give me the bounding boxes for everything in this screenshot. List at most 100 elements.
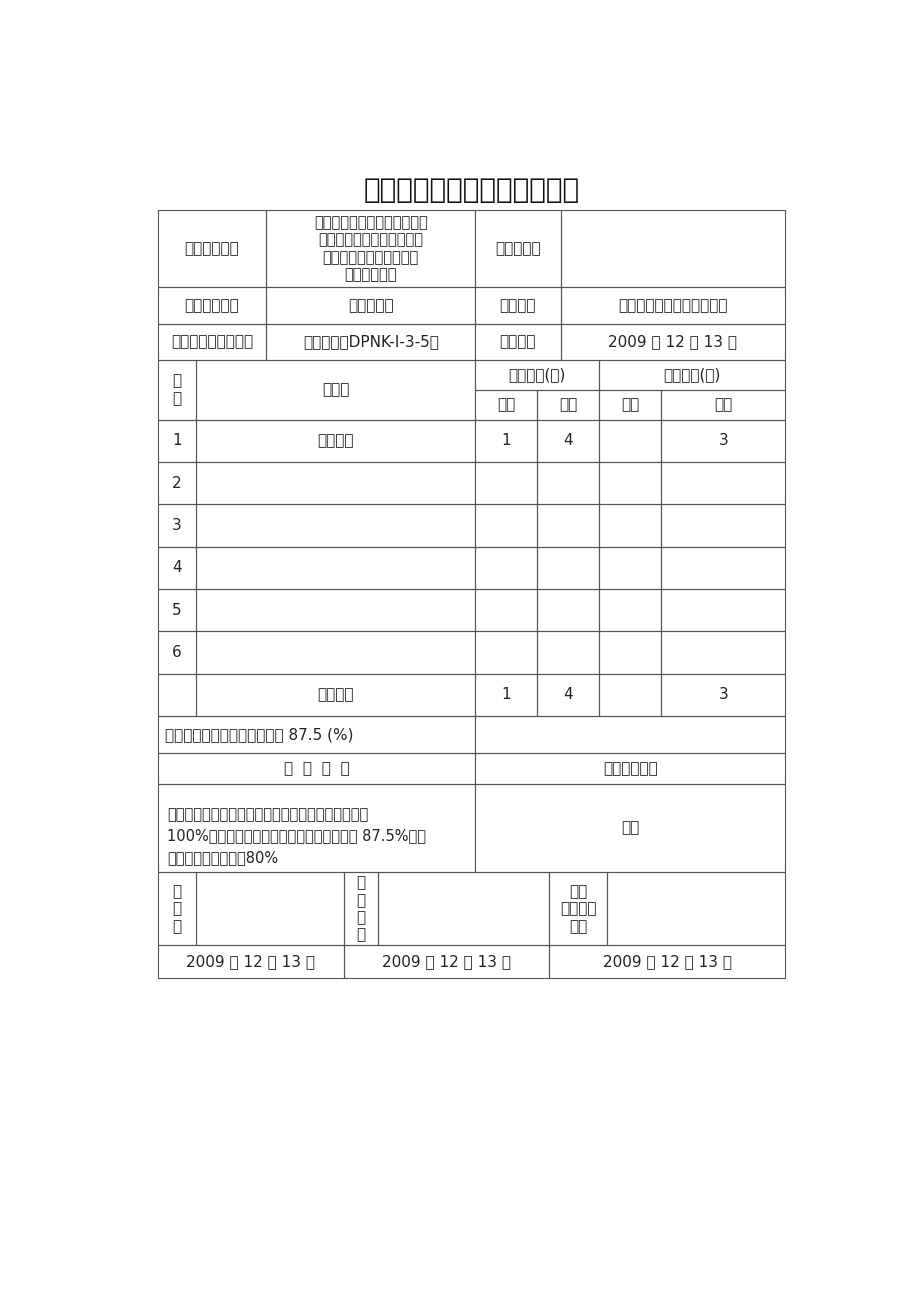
Bar — [266, 288, 475, 324]
Bar — [196, 547, 475, 589]
Text: 合格: 合格 — [496, 397, 515, 411]
Bar — [537, 547, 598, 589]
Text: 优良: 优良 — [559, 397, 577, 411]
Text: 东平县彭集镇、东平镇、沙河
站镇及鑫源酒葡萄农民专业
合作社中低产田改造工程
（第三标段）: 东平县彭集镇、东平镇、沙河 站镇及鑫源酒葡萄农民专业 合作社中低产田改造工程 （… — [313, 215, 427, 283]
Text: 土方回填单元工程质量评定表: 土方回填单元工程质量评定表 — [363, 176, 579, 204]
Text: 单元工程量: 单元工程量 — [494, 241, 540, 256]
Text: 2009 年 12 月 13 日: 2009 年 12 月 13 日 — [602, 954, 731, 969]
Bar — [196, 462, 475, 504]
Text: 建设
（监理）
单位: 建设 （监理） 单位 — [559, 884, 596, 934]
Text: 主要项目全部符合质量标准。一般项目检验的实测点: 主要项目全部符合质量标准。一般项目检验的实测点 — [166, 807, 368, 822]
Bar — [157, 547, 196, 589]
Text: 优良项目占全部项目的百分数 87.5 (%): 优良项目占全部项目的百分数 87.5 (%) — [165, 727, 354, 742]
Text: 2009 年 12 月 13 日: 2009 年 12 月 13 日 — [607, 335, 737, 349]
Bar — [598, 359, 785, 389]
Bar — [661, 589, 785, 631]
Bar — [607, 872, 785, 945]
Text: 中主要项目优良率为80%: 中主要项目优良率为80% — [166, 850, 278, 865]
Bar — [475, 753, 785, 784]
Text: 3: 3 — [718, 687, 728, 702]
Text: 评  定  意  见: 评 定 意 见 — [283, 760, 349, 776]
Bar — [196, 631, 475, 673]
Text: 生产桥工程: 生产桥工程 — [347, 298, 393, 312]
Bar — [475, 504, 537, 547]
Text: 检验日期: 检验日期 — [499, 335, 536, 349]
Bar — [661, 419, 785, 462]
Bar — [598, 504, 661, 547]
Bar — [537, 673, 598, 716]
Text: 单位工程名称: 单位工程名称 — [185, 241, 239, 256]
Bar — [344, 945, 549, 978]
Text: 工程质量等级: 工程质量等级 — [602, 760, 657, 776]
Bar — [475, 210, 560, 288]
Bar — [196, 419, 475, 462]
Bar — [157, 210, 266, 288]
Text: 3: 3 — [718, 434, 728, 448]
Text: 3: 3 — [172, 518, 182, 533]
Bar — [598, 547, 661, 589]
Bar — [661, 673, 785, 716]
Text: 6: 6 — [172, 644, 182, 660]
Bar — [196, 504, 475, 547]
Bar — [157, 673, 196, 716]
Text: 施工单位: 施工单位 — [499, 298, 536, 312]
Text: 5: 5 — [172, 603, 182, 617]
Text: 单元工程名称、部位: 单元工程名称、部位 — [171, 335, 253, 349]
Bar — [196, 872, 344, 945]
Bar — [157, 872, 196, 945]
Text: 土方回填: 土方回填 — [317, 434, 354, 448]
Bar — [196, 359, 475, 419]
Text: 100%符合质量标准。优良项目占全部项目的 87.5%，其: 100%符合质量标准。优良项目占全部项目的 87.5%，其 — [166, 828, 425, 844]
Bar — [475, 462, 537, 504]
Bar — [475, 419, 537, 462]
Bar — [157, 324, 266, 359]
Bar — [157, 419, 196, 462]
Text: 优良: 优良 — [713, 397, 732, 411]
Bar — [537, 462, 598, 504]
Text: 1: 1 — [501, 434, 511, 448]
Bar — [475, 547, 537, 589]
Bar — [560, 324, 785, 359]
Text: 2: 2 — [172, 475, 182, 491]
Bar — [266, 210, 475, 288]
Bar — [475, 784, 785, 872]
Text: 项
次: 项 次 — [172, 374, 181, 406]
Text: 施
工
单
位: 施 工 单 位 — [357, 875, 365, 943]
Bar — [598, 631, 661, 673]
Bar — [157, 784, 475, 872]
Text: 2009 年 12 月 13 日: 2009 年 12 月 13 日 — [381, 954, 510, 969]
Bar — [475, 589, 537, 631]
Bar — [549, 945, 785, 978]
Bar — [475, 631, 537, 673]
Bar — [549, 872, 607, 945]
Text: 4: 4 — [563, 687, 573, 702]
Bar — [378, 872, 549, 945]
Text: 合格: 合格 — [620, 820, 639, 836]
Text: 4: 4 — [172, 560, 182, 575]
Bar — [157, 945, 344, 978]
Text: 分部工程名称: 分部工程名称 — [185, 298, 239, 312]
Bar — [157, 589, 196, 631]
Bar — [196, 589, 475, 631]
Bar — [157, 359, 196, 419]
Bar — [475, 324, 560, 359]
Bar — [598, 462, 661, 504]
Text: 一般项目(个): 一般项目(个) — [663, 367, 720, 381]
Bar — [537, 389, 598, 419]
Bar — [157, 716, 475, 753]
Text: 合格: 合格 — [620, 397, 639, 411]
Bar — [157, 288, 266, 324]
Bar — [475, 716, 785, 753]
Bar — [157, 753, 475, 784]
Bar — [475, 288, 560, 324]
Bar — [537, 589, 598, 631]
Bar — [598, 589, 661, 631]
Bar — [344, 872, 378, 945]
Bar — [598, 673, 661, 716]
Bar — [661, 504, 785, 547]
Bar — [537, 631, 598, 673]
Bar — [157, 462, 196, 504]
Text: 测
量
人: 测 量 人 — [172, 884, 181, 934]
Bar — [266, 324, 475, 359]
Text: 2009 年 12 月 13 日: 2009 年 12 月 13 日 — [186, 954, 315, 969]
